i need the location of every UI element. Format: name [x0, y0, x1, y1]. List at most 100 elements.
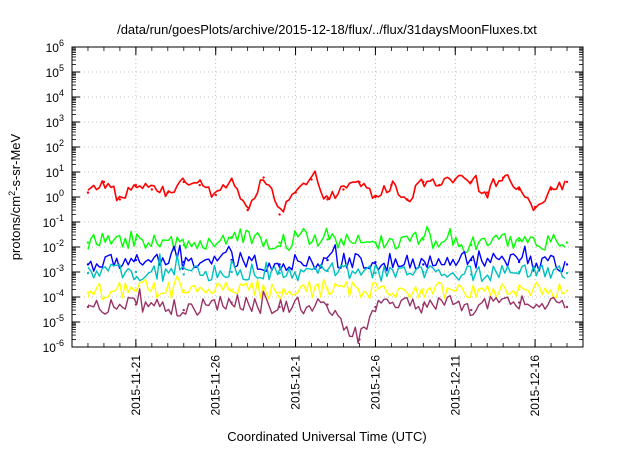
y-tick-label: 101	[46, 163, 64, 180]
data-point	[517, 260, 521, 264]
data-point	[374, 241, 377, 244]
data-point	[358, 180, 361, 184]
y-tick-label-base: 10	[43, 341, 57, 355]
data-point	[470, 273, 473, 276]
data-point	[182, 273, 185, 276]
data-point	[390, 183, 393, 187]
data-point	[230, 288, 233, 291]
data-point	[278, 271, 281, 275]
data-point	[246, 208, 249, 212]
data-point	[470, 308, 473, 312]
y-tick-label-exponent: -4	[56, 288, 64, 298]
data-point	[278, 291, 281, 294]
y-tick-label: 10-1	[43, 213, 64, 230]
y-tick-label-exponent: 1	[59, 163, 64, 173]
data-point	[86, 241, 90, 244]
data-point	[470, 243, 473, 247]
y-axis-label: protons/cm2-s-sr-MeV	[7, 133, 23, 260]
data-point	[470, 258, 473, 262]
series-line	[87, 225, 566, 254]
y-tick-label-exponent: -3	[56, 263, 64, 273]
y-tick-label-base: 10	[43, 241, 57, 255]
series-line	[87, 244, 566, 273]
y-tick-label-base: 10	[46, 66, 60, 80]
data-point	[374, 289, 377, 292]
data-point	[565, 263, 569, 266]
data-point	[374, 305, 377, 309]
data-point	[517, 188, 521, 191]
x-axis-label: Coordinated Universal Time (UTC)	[227, 429, 426, 444]
y-tick-label-exponent: 0	[59, 188, 64, 198]
series-line	[87, 288, 566, 345]
ticks: 10-610-510-410-310-210-11001011021031041…	[43, 38, 584, 416]
data-point	[182, 243, 185, 247]
data-point	[406, 198, 409, 201]
data-point	[182, 260, 185, 264]
data-point	[134, 238, 138, 241]
data-point	[278, 241, 281, 244]
data-point	[422, 303, 425, 306]
data-point	[230, 301, 233, 304]
data-point	[470, 291, 473, 294]
data-point	[230, 178, 233, 181]
data-point	[134, 258, 138, 262]
y-tick-label: 10-6	[43, 338, 64, 355]
data-point	[326, 303, 329, 306]
data-point	[470, 180, 473, 184]
y-tick-label: 10-3	[43, 263, 64, 280]
y-tick-label-exponent: 2	[59, 138, 64, 148]
data-point	[182, 180, 185, 184]
y-tick-label-base: 10	[46, 141, 60, 155]
y-tick-label: 103	[46, 113, 64, 130]
data-point	[86, 263, 90, 266]
data-point	[422, 180, 425, 184]
data-point	[326, 238, 329, 241]
y-tick-label-base: 10	[43, 316, 57, 330]
data-point	[262, 176, 265, 179]
y-tick-label-base: 10	[46, 166, 60, 180]
data-point	[294, 191, 297, 194]
data-point	[230, 270, 233, 274]
x-tick-label: 2015-12-11	[448, 355, 462, 416]
data-point	[102, 180, 106, 184]
data-point	[230, 235, 233, 239]
data-point	[326, 288, 329, 291]
x-tick-label: 2015-11-26	[209, 355, 223, 416]
data-point	[501, 176, 505, 179]
data-point	[326, 269, 329, 273]
data-point	[310, 178, 313, 181]
y-tick-label-base: 10	[43, 291, 57, 305]
data-point	[198, 183, 201, 187]
data-point	[374, 271, 377, 275]
y-tick-label-exponent: 5	[59, 63, 64, 73]
y-tick-label: 106	[46, 38, 64, 55]
y-tick-label: 10-2	[43, 238, 64, 255]
data-point	[118, 198, 122, 201]
data-point	[86, 291, 90, 294]
data-point	[565, 305, 569, 309]
y-tick-label-exponent: 3	[59, 113, 64, 123]
y-tick-label: 10-5	[43, 313, 64, 330]
data-point	[549, 188, 553, 191]
y-tick-label: 105	[46, 63, 64, 80]
y-axis-label-base: protons/cm	[8, 196, 23, 260]
data-point	[533, 205, 537, 209]
y-tick-label: 104	[46, 88, 64, 105]
data-point	[278, 305, 281, 309]
data-point	[565, 241, 569, 244]
data-point	[86, 305, 90, 309]
data-point	[182, 308, 185, 312]
y-axis-label-rest: -s-sr-MeV	[8, 133, 23, 190]
data-point	[278, 213, 281, 216]
y-axis-label-sup: 2	[7, 191, 17, 196]
data-point	[517, 301, 521, 304]
y-tick-label-exponent: -1	[56, 213, 64, 223]
data-point	[374, 195, 377, 199]
y-tick-label: 102	[46, 138, 64, 155]
y-tick-label-exponent: -6	[56, 338, 64, 348]
data-point	[86, 271, 90, 275]
data-point	[134, 303, 138, 306]
data-point	[134, 288, 138, 291]
